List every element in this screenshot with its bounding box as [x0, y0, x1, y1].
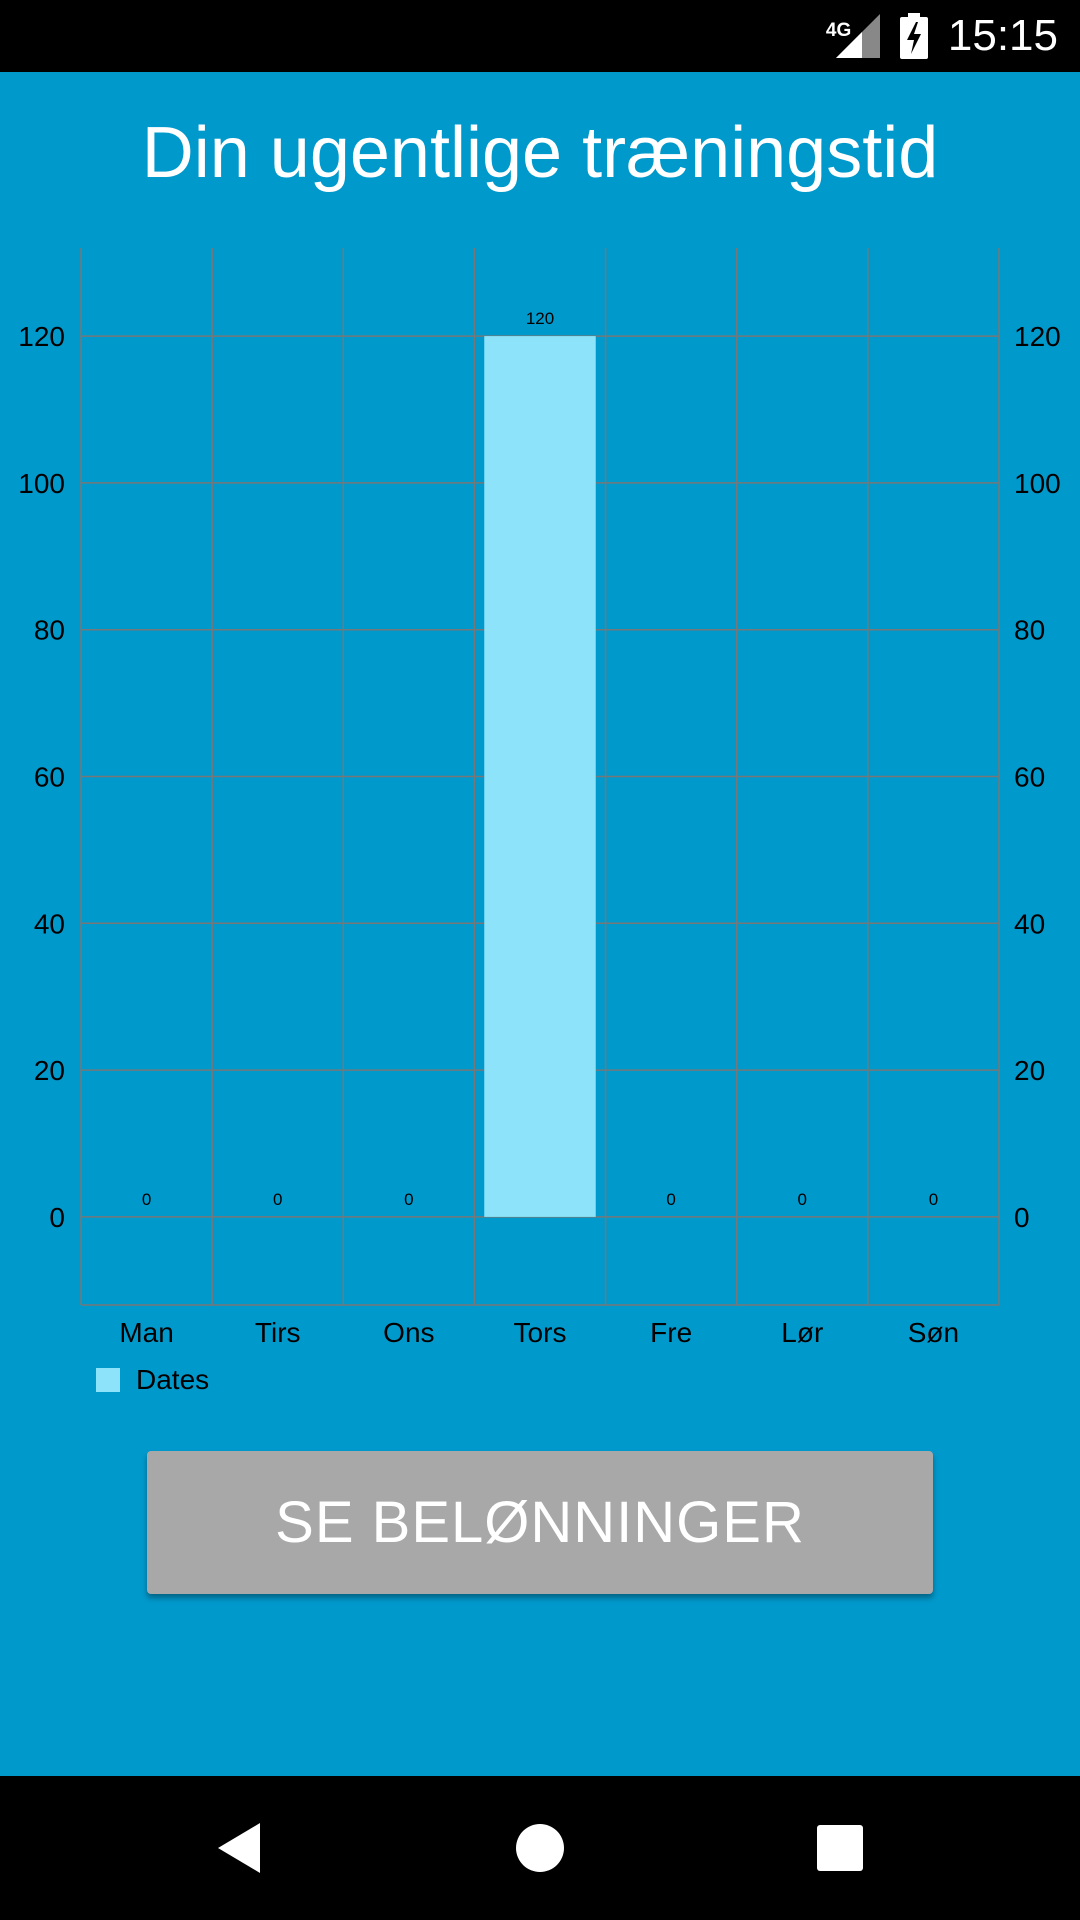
x-tick-label: Tors	[514, 1317, 567, 1348]
navigation-bar	[0, 1776, 1080, 1920]
home-circle-icon[interactable]	[514, 1822, 566, 1874]
bar-value-label: 0	[142, 1190, 151, 1209]
x-tick-label: Fre	[650, 1317, 692, 1348]
see-rewards-button[interactable]: SE BELØNNINGER	[147, 1451, 933, 1594]
page-title: Din ugentlige træningstid	[141, 113, 939, 193]
y-tick-label-left: 0	[49, 1202, 65, 1233]
cell-signal-icon: 4G	[824, 14, 880, 58]
bar-value-label: 0	[929, 1190, 938, 1209]
x-tick-label: Ons	[383, 1317, 434, 1348]
y-tick-label-right: 60	[1014, 762, 1045, 793]
y-tick-label-right: 80	[1014, 615, 1045, 646]
y-tick-label-left: 80	[34, 615, 65, 646]
bar-value-label: 120	[526, 309, 554, 328]
y-tick-label-left: 120	[18, 321, 65, 352]
back-triangle-icon[interactable]	[214, 1822, 266, 1874]
y-tick-label-left: 20	[34, 1055, 65, 1086]
legend-swatch	[96, 1368, 120, 1392]
weekly-training-bar-chart: 0 Man 0 Tirs 0 Ons 120 Tors 0 Fre 0 Lør 0 Søn 0 0 20 20 40…	[18, 248, 1061, 1348]
y-tick-label-right: 120	[1014, 321, 1061, 352]
x-tick-label: Søn	[908, 1317, 959, 1348]
legend-label: Dates	[136, 1364, 210, 1395]
bar-value-label: 0	[404, 1190, 413, 1209]
network-type-label: 4G	[825, 20, 852, 41]
bar	[484, 336, 596, 1217]
bar-value-label: 0	[666, 1190, 675, 1209]
status-bar: 4G 15:15	[0, 0, 1080, 72]
status-time: 15:15	[947, 11, 1058, 60]
x-tick-label: Man	[119, 1317, 173, 1348]
y-tick-label-left: 40	[34, 908, 65, 939]
battery-charging-icon	[899, 13, 928, 59]
y-tick-label-right: 100	[1014, 468, 1061, 499]
x-tick-label: Tirs	[255, 1317, 301, 1348]
y-tick-label-left: 100	[18, 468, 65, 499]
bar-value-label: 0	[798, 1190, 807, 1209]
y-tick-label-right: 0	[1014, 1202, 1030, 1233]
y-tick-label-right: 20	[1014, 1055, 1045, 1086]
bar-value-label: 0	[273, 1190, 282, 1209]
y-tick-label-right: 40	[1014, 908, 1045, 939]
recents-square-icon[interactable]	[814, 1822, 866, 1874]
y-tick-label-left: 60	[34, 762, 65, 793]
x-tick-label: Lør	[781, 1317, 823, 1348]
chart-legend: Dates	[96, 1364, 209, 1396]
